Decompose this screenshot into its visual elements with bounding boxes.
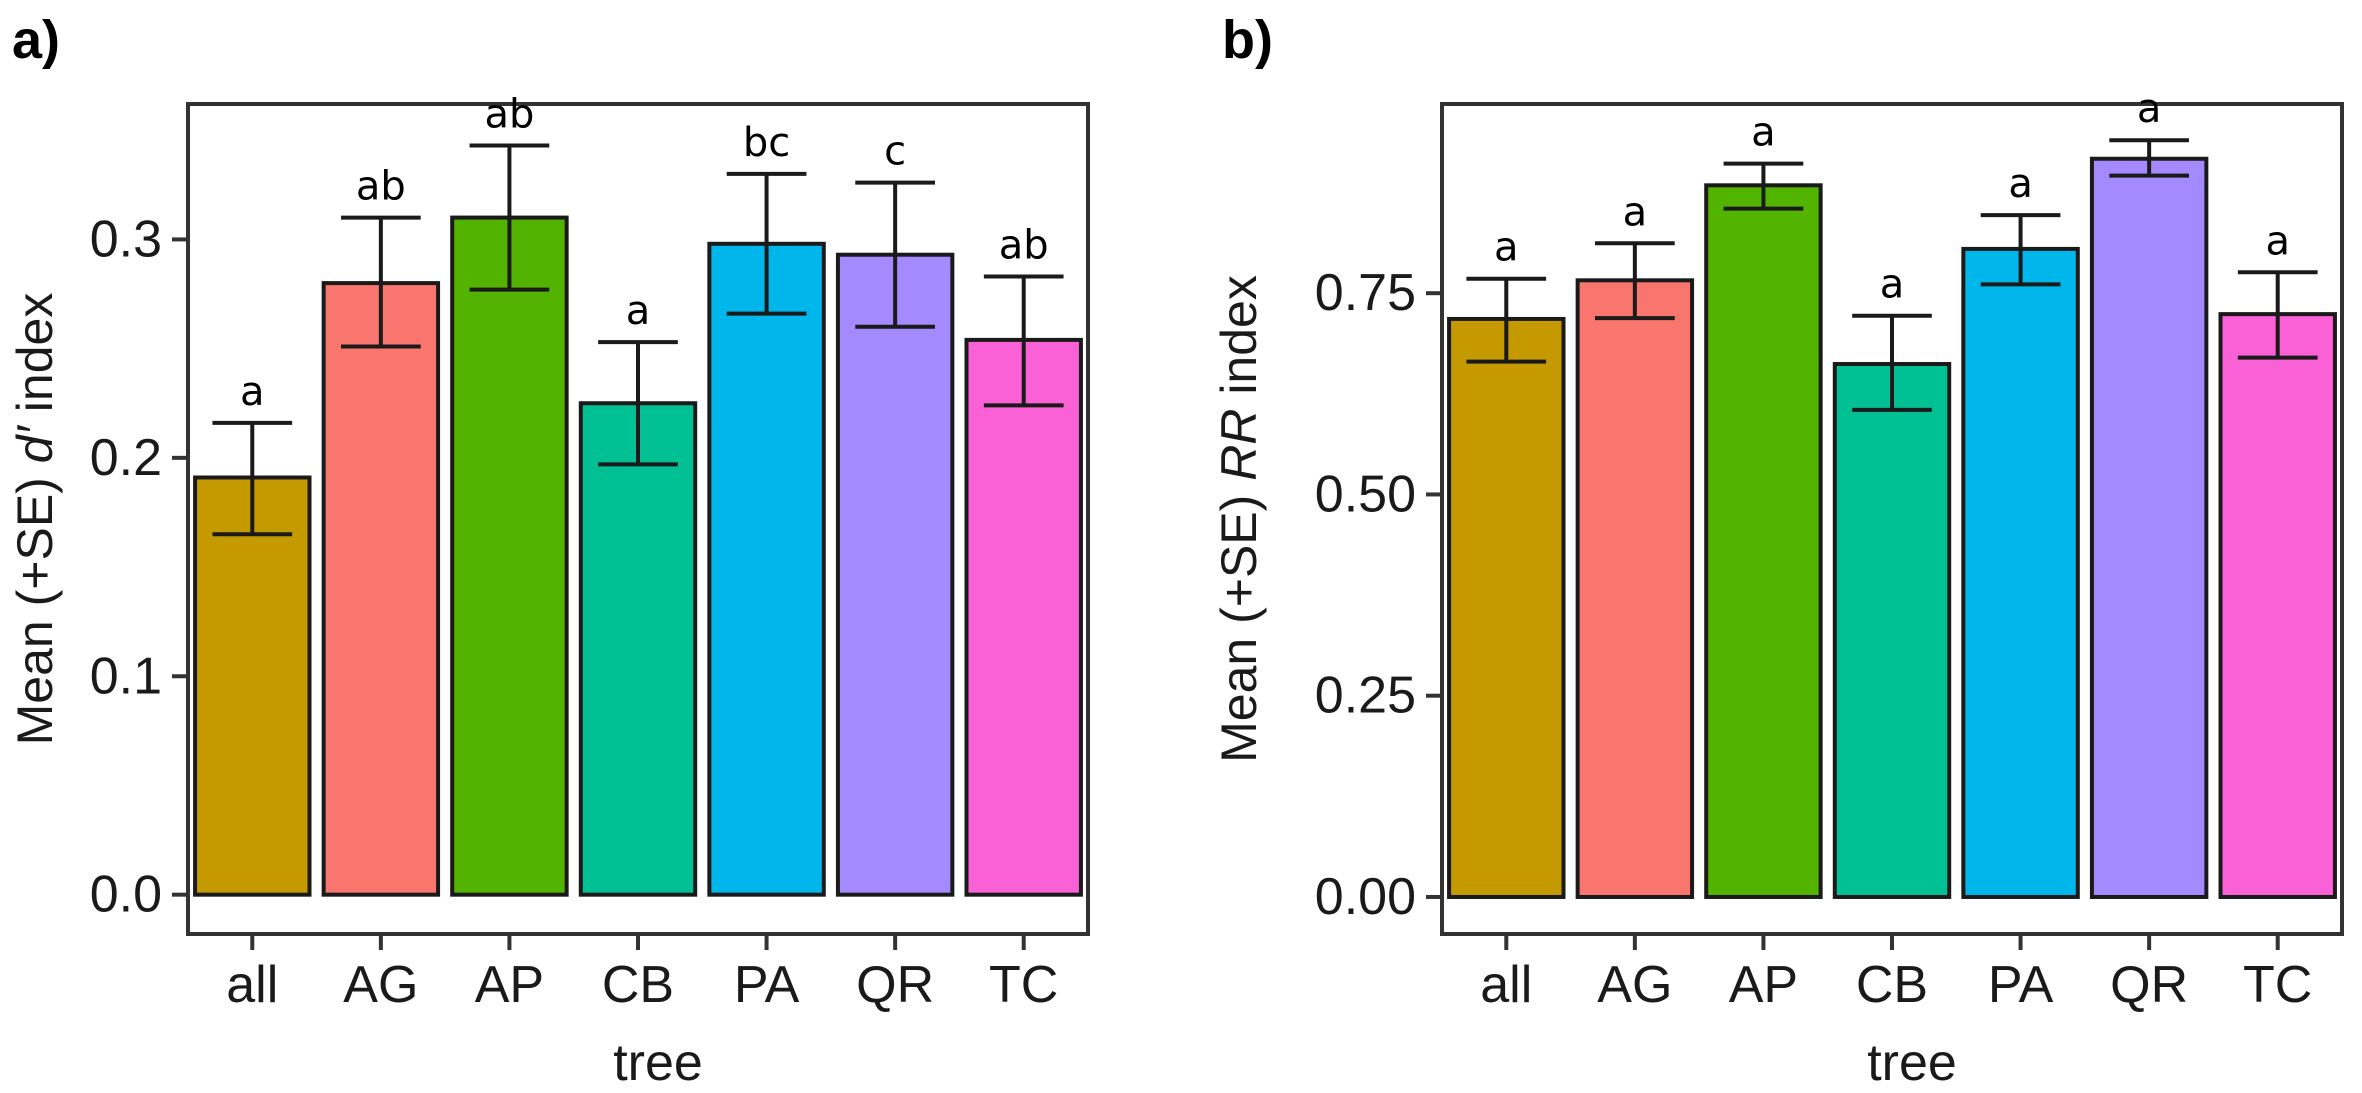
panel-b-bar-all [1447,316,1566,899]
panel-a-y-tick-label: 0.0 [90,866,162,924]
panel-a-bar-PA [707,241,826,897]
panel-a-significance-letter-AP: ab [484,92,534,138]
panel-b-significance-letter-CB: a [1880,262,1905,308]
panel-a-x-tick-label-CB: CB [602,956,674,1014]
panel-b-significance-letter-PA: a [2008,161,2033,207]
panel-a-significance-letter-CB: a [626,288,651,334]
panel-a-y-tick-label: 0.2 [90,429,162,487]
panel-a-y-title-italic: d′ [7,424,63,463]
panel-b-y-tick-label: 0.00 [1315,868,1416,926]
panel-b-bar-AG [1575,278,1695,899]
panel-b-x-tick-label-all: all [1480,956,1532,1014]
panel-a-significance-letter-QR: c [884,129,906,175]
panel-a-significance-letter-AG: ab [356,164,406,210]
panel-b-x-tick-label-QR: QR [2110,956,2188,1014]
panel-a-bar-QR [835,252,955,897]
panel-b-bar-CB [1832,362,1952,899]
panel-b-x-tick-label-PA: PA [1988,956,2054,1014]
panel-b-bar-AP [1704,183,1823,899]
panel-b-y-title-prefix: Mean (+SE) [1211,481,1267,763]
panel-a-x-tick-label-AG: AG [343,956,418,1014]
panel-a-x-tick-label-QR: QR [856,956,934,1014]
panel-b-y-tick-label: 0.50 [1315,465,1416,523]
panel-b-significance-letter-all: a [1494,225,1519,271]
panel-b-bars: a a a a a a a [1447,86,2337,899]
panel-a-x-tick-label-TC: TC [989,956,1058,1014]
panel-b-x-axis: all AG AP CB PA QR TC [1480,934,2312,1014]
panel-a-y-tick-label: 0.3 [90,210,162,268]
panel-a: a) 0.0 0.1 0.2 0.3 a ab ab a bc c ab all AG AP CB PA Q… [7,10,1090,1092]
panel-a-x-tick-label-all: all [226,956,278,1014]
panel-b-x-tick-label-TC: TC [2243,956,2312,1014]
panel-b-x-tick-label-AP: AP [1729,956,1798,1014]
panel-b-significance-letter-AP: a [1751,110,1776,156]
panel-b-y-title-suffix: index [1211,275,1267,408]
panel-b-x-tick-label-CB: CB [1856,956,1928,1014]
panel-b-y-tick-label: 0.75 [1315,264,1416,322]
panel-b-y-tick-label: 0.25 [1315,667,1416,725]
panel-b-label: b) [1222,10,1273,70]
panel-b-significance-letter-TC: a [2265,218,2290,264]
panel-a-bar-AG [321,281,441,897]
panel-a-bars: a ab ab a bc c ab [193,92,1083,897]
panel-a-x-axis: all AG AP CB PA QR TC [226,934,1058,1014]
panel-a-bar-CB [578,401,698,897]
panel-b: b) 0.00 0.25 0.50 0.75 a a a a a a a all AG AP CB PA Q… [1211,10,2344,1092]
panel-b-y-axis-title: Mean (+SE) RR index [1211,275,1267,763]
panel-a-y-title-suffix: index [7,293,63,426]
panel-a-significance-letter-TC: ab [999,223,1049,269]
panel-a-label: a) [12,10,60,70]
panel-a-y-axis-title: Mean (+SE) d′ index [7,293,63,746]
panel-a-bar-all [193,475,312,897]
panel-a-significance-letter-all: a [240,369,265,415]
panel-b-significance-letter-QR: a [2137,86,2162,132]
panel-b-x-tick-label-AG: AG [1597,956,1672,1014]
panel-a-x-tick-label-PA: PA [734,956,800,1014]
panel-a-y-title-prefix: Mean (+SE) [7,463,63,745]
panel-a-bar-TC [964,337,1083,897]
panel-a-bar-AP [450,215,569,897]
panel-b-bar-PA [1961,246,2080,899]
panel-a-y-axis: 0.0 0.1 0.2 0.3 [90,210,188,924]
panel-a-significance-letter-PA: bc [743,120,790,166]
panel-b-x-axis-title: tree [1867,1034,1957,1092]
panel-b-bar-TC [2218,312,2337,899]
panel-b-y-axis: 0.00 0.25 0.50 0.75 [1315,264,1442,926]
panel-b-y-title-italic: RR [1211,409,1267,481]
panel-b-significance-letter-AG: a [1623,189,1648,235]
panel-a-x-tick-label-AP: AP [475,956,544,1014]
panel-a-y-tick-label: 0.1 [90,647,162,705]
panel-b-bar-QR [2089,156,2209,899]
panel-a-x-axis-title: tree [613,1034,703,1092]
